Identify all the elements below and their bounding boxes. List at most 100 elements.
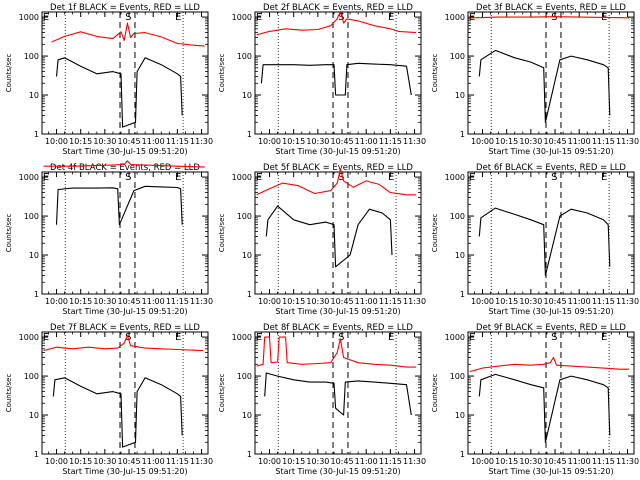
x-tick-label: 11:00 — [355, 297, 378, 306]
x-tick-label: 10:30 — [93, 457, 116, 466]
chart-title: Det 1f BLACK = Events, RED = LLD — [50, 3, 200, 13]
marker-label: E — [256, 172, 262, 183]
y-tick-label: 10 — [455, 411, 465, 420]
x-tick-label: 10:45 — [330, 297, 353, 306]
y-tick-label: 10 — [455, 91, 465, 100]
x-axis-label: Start Time (30-Jul-15 09:51:20) — [62, 147, 187, 156]
y-tick-label: 100 — [24, 52, 39, 61]
x-tick-label: 10:15 — [69, 457, 92, 466]
chart-title: Det 9f BLACK = Events, RED = LLD — [476, 323, 626, 333]
y-axis-label: Counts/sec — [5, 54, 13, 93]
chart-title: Det 5f BLACK = Events, RED = LLD — [263, 163, 413, 173]
x-tick-label: 11:00 — [142, 457, 165, 466]
marker-label: S — [551, 172, 557, 183]
x-tick-label: 11:30 — [190, 137, 213, 146]
x-tick-label: 10:45 — [543, 457, 566, 466]
x-tick-label: 11:00 — [355, 137, 378, 146]
y-tick-label: 100 — [24, 372, 39, 381]
x-tick-label: 10:15 — [495, 297, 518, 306]
marker-label: S — [125, 172, 131, 183]
x-tick-label: 10:45 — [330, 137, 353, 146]
x-tick-label: 11:30 — [190, 457, 213, 466]
plot-frame — [41, 331, 209, 455]
x-tick-label: 11:00 — [568, 457, 591, 466]
x-tick-label: 11:15 — [379, 137, 402, 146]
x-tick-label: 10:45 — [117, 297, 140, 306]
chart-panel-8: Det 8f BLACK = Events, RED = LLD Counts/s… — [218, 323, 426, 476]
chart-panel-2: Det 2f BLACK = Events, RED = LLD Counts/s… — [218, 3, 426, 156]
marker-label: E — [175, 172, 181, 183]
x-tick-label: 11:30 — [403, 457, 426, 466]
red-lld-series — [469, 16, 630, 19]
x-tick-label: 11:00 — [355, 457, 378, 466]
plot-frame — [254, 11, 422, 135]
x-tick-label: 10:00 — [471, 297, 494, 306]
y-axis-label: Counts/sec — [218, 374, 226, 413]
marker-label: S — [338, 172, 344, 183]
y-tick-label: 1000 — [232, 13, 252, 22]
marker-label: S — [338, 332, 344, 343]
chart-panel-4: Det 4f BLACK = Events, RED = LLD Counts/s… — [5, 160, 213, 316]
red-lld-series — [256, 10, 417, 36]
y-tick-label: 1000 — [232, 333, 252, 342]
marker-label: E — [388, 332, 394, 343]
y-axis-label: Counts/sec — [218, 54, 226, 93]
y-tick-label: 100 — [450, 372, 465, 381]
y-tick-label: 100 — [450, 212, 465, 221]
y-tick-label: 1000 — [445, 13, 465, 22]
marker-label: S — [338, 12, 344, 23]
y-tick-label: 1000 — [19, 333, 39, 342]
x-tick-label: 11:15 — [166, 457, 189, 466]
y-tick-label: 1000 — [19, 173, 39, 182]
chart-title: Det 2f BLACK = Events, RED = LLD — [263, 3, 413, 13]
x-tick-label: 10:15 — [69, 297, 92, 306]
x-tick-label: 10:30 — [306, 457, 329, 466]
x-tick-label: 10:00 — [258, 457, 281, 466]
plot-frame — [41, 171, 209, 295]
x-tick-label: 10:00 — [258, 297, 281, 306]
x-tick-label: 10:15 — [495, 457, 518, 466]
x-tick-label: 11:15 — [592, 297, 615, 306]
black-events-series — [478, 49, 611, 123]
y-tick-label: 1 — [34, 290, 39, 299]
x-tick-label: 10:15 — [69, 137, 92, 146]
chart-panel-3: Det 3f BLACK = Events, RED = LLD Counts/s… — [431, 3, 639, 156]
plot-frame — [41, 11, 209, 135]
red-lld-series — [256, 336, 417, 368]
y-tick-label: 1 — [34, 130, 39, 139]
x-tick-label: 11:15 — [379, 457, 402, 466]
marker-label: E — [175, 12, 181, 23]
y-tick-label: 1 — [460, 130, 465, 139]
plot-frame — [254, 171, 422, 295]
y-tick-label: 1 — [34, 450, 39, 459]
marker-label: E — [256, 332, 262, 343]
y-tick-label: 10 — [242, 251, 252, 260]
y-tick-label: 10 — [29, 251, 39, 260]
plot-frame — [467, 171, 635, 295]
y-axis-label: Counts/sec — [431, 54, 439, 93]
chart-panel-9: Det 9f BLACK = Events, RED = LLD Counts/s… — [431, 323, 639, 476]
x-tick-label: 11:00 — [142, 137, 165, 146]
chart-title: Det 3f BLACK = Events, RED = LLD — [476, 3, 626, 13]
y-tick-label: 1 — [247, 130, 252, 139]
y-axis-label: Counts/sec — [431, 374, 439, 413]
y-tick-label: 100 — [24, 212, 39, 221]
x-tick-label: 10:45 — [330, 457, 353, 466]
black-events-series — [478, 373, 611, 443]
x-tick-label: 10:00 — [471, 137, 494, 146]
red-lld-series — [51, 22, 205, 47]
chart-panel-7: Det 7f BLACK = Events, RED = LLD Counts/s… — [5, 323, 213, 476]
y-tick-label: 1 — [247, 290, 252, 299]
x-tick-label: 11:30 — [616, 297, 639, 306]
y-tick-label: 1 — [460, 290, 465, 299]
chart-title: Det 7f BLACK = Events, RED = LLD — [50, 323, 200, 333]
y-tick-label: 1000 — [445, 173, 465, 182]
black-events-series — [478, 207, 611, 276]
red-lld-series — [43, 160, 205, 168]
x-tick-label: 10:00 — [45, 457, 68, 466]
y-tick-label: 100 — [450, 52, 465, 61]
y-tick-label: 10 — [29, 411, 39, 420]
marker-label: E — [43, 332, 49, 343]
marker-label: E — [469, 332, 475, 343]
x-axis-label: Start Time (30-Jul-15 09:51:20) — [275, 147, 400, 156]
